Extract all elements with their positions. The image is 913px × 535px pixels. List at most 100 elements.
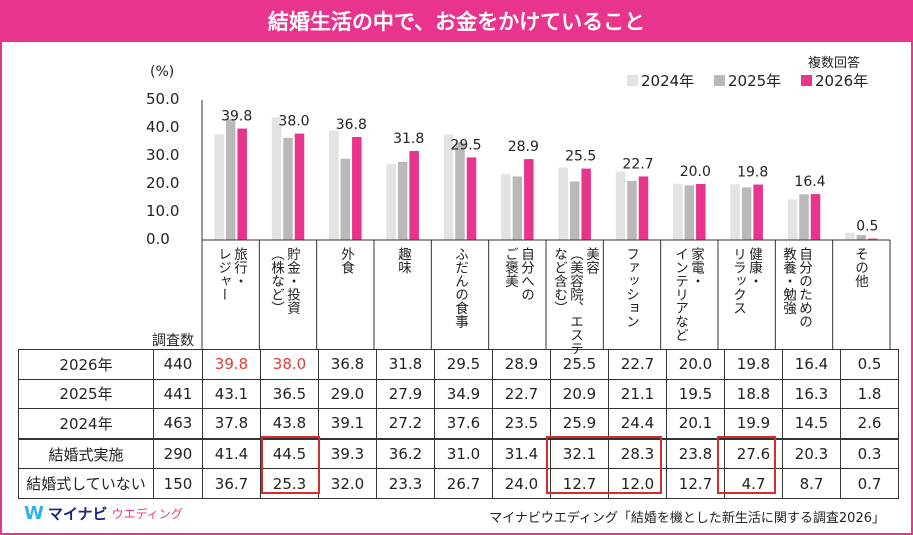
value-cell: 34.9: [434, 378, 493, 410]
bar-2024年: [214, 134, 224, 240]
bar-2026年: [237, 128, 247, 240]
value-cell: 24.0: [492, 468, 551, 499]
row-label: 結婚式していない: [18, 468, 154, 499]
bar-2025年: [283, 137, 293, 240]
value-cell: 23.3: [376, 468, 435, 499]
value-cell: 19.8: [724, 349, 783, 380]
bar-2026年: [696, 184, 706, 240]
multiple-answer-note: 複数回答: [808, 56, 861, 71]
bar-2025年: [799, 194, 809, 240]
value-cell: 37.8: [202, 408, 261, 440]
sample-size-cell: 150: [153, 468, 203, 499]
y-tick-label: 30.0: [146, 146, 180, 164]
brand-logo: W マイナビ ウエディング: [24, 503, 183, 524]
data-label: 25.5: [565, 149, 596, 165]
value-cell: 39.8: [202, 349, 261, 380]
value-cell: 20.3: [782, 437, 841, 470]
bar-2024年: [615, 171, 626, 240]
category-header: 健康・ リラックス: [730, 247, 762, 315]
value-cell: 20.1: [666, 408, 725, 440]
value-cell: 39.3: [318, 437, 377, 470]
value-cell: 21.1: [608, 378, 667, 410]
bar-2026年: [466, 157, 477, 240]
data-label: 31.8: [393, 131, 424, 147]
legend-swatch-2026: [801, 75, 812, 86]
value-cell: 41.4: [202, 437, 261, 470]
value-cell: 19.5: [666, 378, 725, 410]
bar-2024年: [730, 184, 740, 240]
value-cell: 44.5: [260, 437, 319, 470]
y-tick-label: 40.0: [146, 118, 180, 136]
bar-2024年: [329, 130, 339, 240]
y-tick-label: 10.0: [146, 202, 180, 220]
highlight-box: [546, 436, 662, 494]
value-cell: 16.3: [782, 378, 841, 410]
bar-2026年: [753, 184, 763, 240]
value-cell: 39.1: [318, 408, 377, 440]
value-cell: 31.4: [492, 437, 551, 470]
value-cell: 36.8: [318, 349, 377, 380]
data-label: 29.5: [450, 137, 481, 153]
data-label: 36.8: [336, 117, 367, 133]
highlight-box: [717, 436, 776, 494]
category-header: 自分のための 教養・勉強: [780, 247, 812, 328]
bar-2024年: [787, 199, 798, 240]
value-cell: 0.7: [840, 468, 899, 499]
bar-2026年: [581, 168, 591, 240]
value-cell: 37.6: [434, 408, 493, 440]
bar-2024年: [501, 174, 511, 240]
table-row: 2025年 441 43.1 36.5 29.0 27.9 34.9 22.7 20.9 21.1…: [18, 378, 899, 410]
value-cell: 20.0: [666, 349, 725, 380]
sample-size-header: 調査数: [152, 333, 194, 349]
value-cell: 8.7: [782, 468, 841, 499]
data-label: 19.8: [737, 165, 768, 181]
value-cell: 31.8: [376, 349, 435, 380]
category-header: ファッション: [623, 247, 639, 328]
value-cell: 32.1: [550, 437, 609, 470]
y-unit-label: (%): [150, 64, 175, 80]
value-cell: 12.7: [666, 468, 725, 499]
bar-2026年: [294, 133, 305, 240]
value-cell: 23.5: [492, 408, 551, 440]
value-cell: 22.7: [492, 378, 551, 410]
bar-2025年: [856, 234, 867, 240]
bar-2025年: [684, 185, 695, 240]
sample-size-cell: 463: [153, 408, 203, 440]
table-row: 2026年 440 39.8 38.0 36.8 31.8 29.5 28.9 25.5 22.7…: [18, 349, 899, 380]
data-label: 28.9: [508, 139, 539, 155]
bar-2025年: [512, 176, 523, 240]
value-cell: 32.0: [318, 468, 377, 499]
bar-2024年: [443, 134, 454, 240]
bar-2026年: [352, 136, 362, 240]
bar-2025年: [340, 158, 351, 240]
legend-swatch-2024: [627, 75, 638, 86]
category-header: 美容 （美容院、エステ など含む）: [551, 247, 599, 355]
value-cell: 14.5: [782, 408, 841, 440]
row-label: 2026年: [18, 349, 154, 380]
value-cell: 38.0: [260, 349, 319, 380]
bar-2025年: [455, 142, 465, 240]
value-cell: 36.7: [202, 468, 261, 499]
value-cell: 0.5: [840, 349, 899, 380]
category-header: 趣味: [395, 247, 411, 274]
value-cell: 23.8: [666, 437, 725, 470]
bar-2026年: [524, 159, 534, 240]
logo-mark: W: [24, 503, 44, 524]
value-cell: 43.8: [260, 408, 319, 440]
value-cell: 1.8: [840, 378, 899, 410]
data-label: 16.4: [794, 174, 825, 190]
value-cell: 36.2: [376, 437, 435, 470]
value-cell: 36.5: [260, 378, 319, 410]
legend-item-2025: 2025年: [714, 70, 781, 91]
legend-swatch-2025: [714, 75, 725, 86]
legend-label-2025: 2025年: [728, 72, 782, 90]
bar-2025年: [397, 161, 408, 240]
value-cell: 20.9: [550, 378, 609, 410]
category-header: 自分への ご褒美: [502, 247, 534, 301]
table-row: 2024年 463 37.8 43.8 39.1 27.2 37.6 23.5 25.9 24.4…: [18, 408, 899, 440]
logo-name: マイナビ: [47, 505, 108, 523]
category-header: 外食: [338, 247, 354, 274]
category-header: 貯金・投資 （株など）: [268, 247, 300, 315]
y-tick-label: 20.0: [146, 174, 180, 192]
